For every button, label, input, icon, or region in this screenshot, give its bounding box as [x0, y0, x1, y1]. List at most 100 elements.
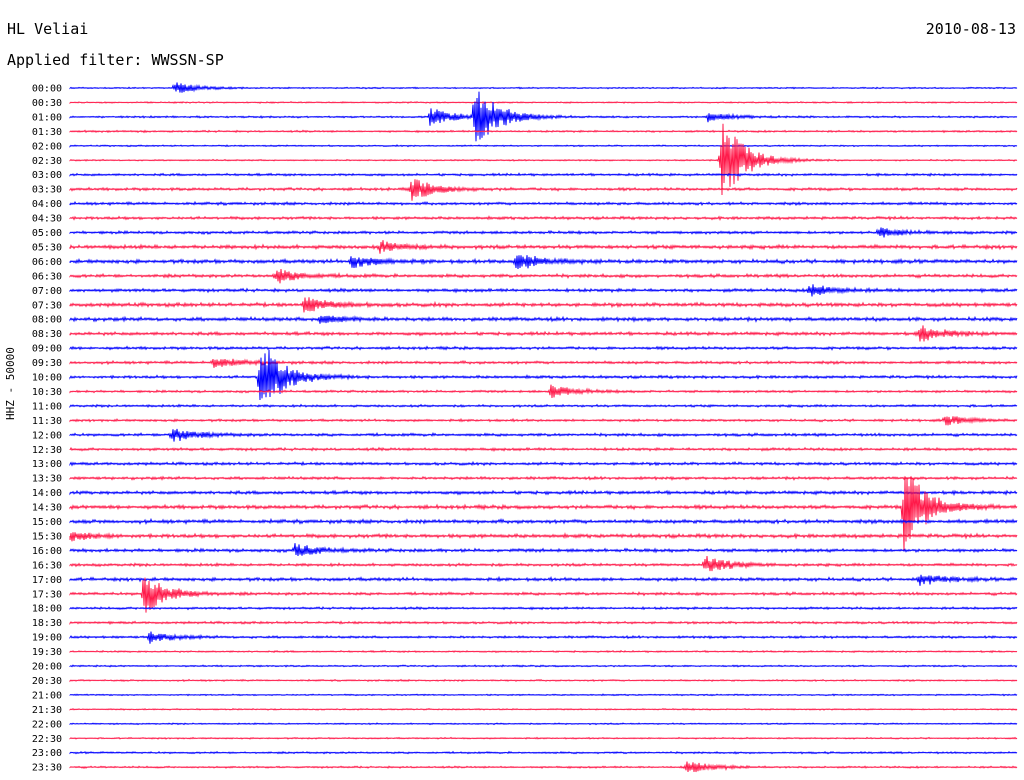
time-label: 09:30 [32, 358, 62, 369]
record-date: 2010-08-13 [925, 20, 1016, 38]
time-label: 18:30 [32, 618, 62, 629]
time-label: 22:30 [32, 734, 62, 745]
time-label: 00:00 [32, 84, 62, 95]
seismic-trace [69, 345, 1018, 351]
time-label: 09:00 [32, 344, 62, 355]
seismic-trace [69, 476, 1018, 552]
seismic-trace [69, 577, 1018, 613]
time-label: 03:30 [32, 185, 62, 196]
time-label: 01:00 [32, 112, 62, 123]
seismic-trace [69, 227, 1018, 238]
time-label: 19:00 [32, 633, 62, 644]
seismic-trace [69, 200, 1018, 207]
seismic-trace [69, 517, 1018, 525]
seismic-trace [69, 631, 1018, 644]
seismic-trace [69, 532, 1018, 542]
seismic-trace [69, 707, 1018, 711]
seismic-trace [69, 349, 1018, 401]
time-label: 07:30 [32, 300, 62, 311]
time-label: 21:00 [32, 690, 62, 701]
time-label: 16:00 [32, 546, 62, 557]
time-label: 00:30 [32, 98, 62, 109]
seismic-trace [69, 268, 1018, 284]
time-label: 07:00 [32, 286, 62, 297]
time-label: 11:00 [32, 401, 62, 412]
seismic-trace [69, 255, 1018, 270]
seismic-trace [69, 620, 1018, 626]
time-label: 22:00 [32, 719, 62, 730]
seismic-trace [69, 446, 1018, 452]
time-label: 05:30 [32, 242, 62, 253]
seismic-trace [69, 605, 1018, 611]
applied-filter-label: Applied filter: WWSSN-SP [7, 51, 224, 69]
seismic-trace [69, 750, 1018, 755]
time-label: 23:30 [32, 763, 62, 774]
seismic-trace [69, 543, 1018, 557]
seismic-trace [69, 358, 1018, 368]
time-label: 03:00 [32, 170, 62, 181]
seismic-trace [69, 416, 1018, 426]
time-label: 21:30 [32, 705, 62, 716]
seismic-trace [69, 761, 1018, 773]
time-label: 13:30 [32, 474, 62, 485]
seismic-trace [69, 82, 1018, 93]
seismic-trace [69, 172, 1018, 178]
time-label: 05:00 [32, 228, 62, 239]
time-label: 17:00 [32, 575, 62, 586]
time-label: 14:00 [32, 488, 62, 499]
seismic-trace [69, 179, 1018, 201]
time-label: 12:30 [32, 445, 62, 456]
seismic-trace [69, 649, 1018, 654]
seismic-trace [69, 693, 1018, 697]
time-label: 04:30 [32, 214, 62, 225]
time-label: 15:00 [32, 517, 62, 528]
seismic-trace [69, 475, 1018, 481]
time-label: 08:00 [32, 315, 62, 326]
time-label: 04:00 [32, 199, 62, 210]
seismic-trace [69, 678, 1018, 683]
time-label: 06:30 [32, 271, 62, 282]
time-label: 01:30 [32, 127, 62, 138]
time-label: 12:00 [32, 430, 62, 441]
seismic-trace [69, 722, 1018, 726]
seismic-trace [69, 240, 1018, 254]
time-label: 14:30 [32, 503, 62, 514]
seismic-trace [69, 384, 1018, 398]
time-label: 17:30 [32, 589, 62, 600]
seismic-trace [69, 100, 1018, 105]
time-label: 11:30 [32, 416, 62, 427]
seismic-trace [69, 736, 1018, 740]
time-label: 18:00 [32, 604, 62, 615]
seismic-trace [69, 129, 1018, 134]
seismic-trace [69, 403, 1018, 409]
seismic-trace [69, 664, 1018, 668]
time-label: 15:30 [32, 531, 62, 542]
time-label: 02:00 [32, 141, 62, 152]
seismic-trace [69, 574, 1018, 586]
seismic-trace [69, 144, 1018, 148]
seismic-trace [69, 284, 1018, 297]
seismic-trace [69, 315, 1018, 324]
seismic-trace [69, 555, 1018, 572]
seismic-trace [69, 123, 1018, 196]
seismic-trace [69, 325, 1018, 342]
time-label: 13:00 [32, 459, 62, 470]
time-label: 02:30 [32, 156, 62, 167]
time-label: 08:30 [32, 329, 62, 340]
seismic-trace [69, 489, 1018, 497]
seismic-trace [69, 428, 1018, 442]
time-label: 10:00 [32, 373, 62, 384]
time-label: 06:00 [32, 257, 62, 268]
station-name: HL Veliai [7, 20, 89, 38]
time-label: 23:00 [32, 748, 62, 759]
time-label: 20:00 [32, 662, 62, 673]
seismic-trace [69, 91, 1018, 142]
time-label: 20:30 [32, 676, 62, 687]
seismic-trace [69, 460, 1018, 467]
seismic-trace [69, 297, 1018, 313]
time-label: 19:30 [32, 647, 62, 658]
seismic-trace [69, 215, 1018, 221]
time-label: 10:30 [32, 387, 62, 398]
time-label: 16:30 [32, 560, 62, 571]
